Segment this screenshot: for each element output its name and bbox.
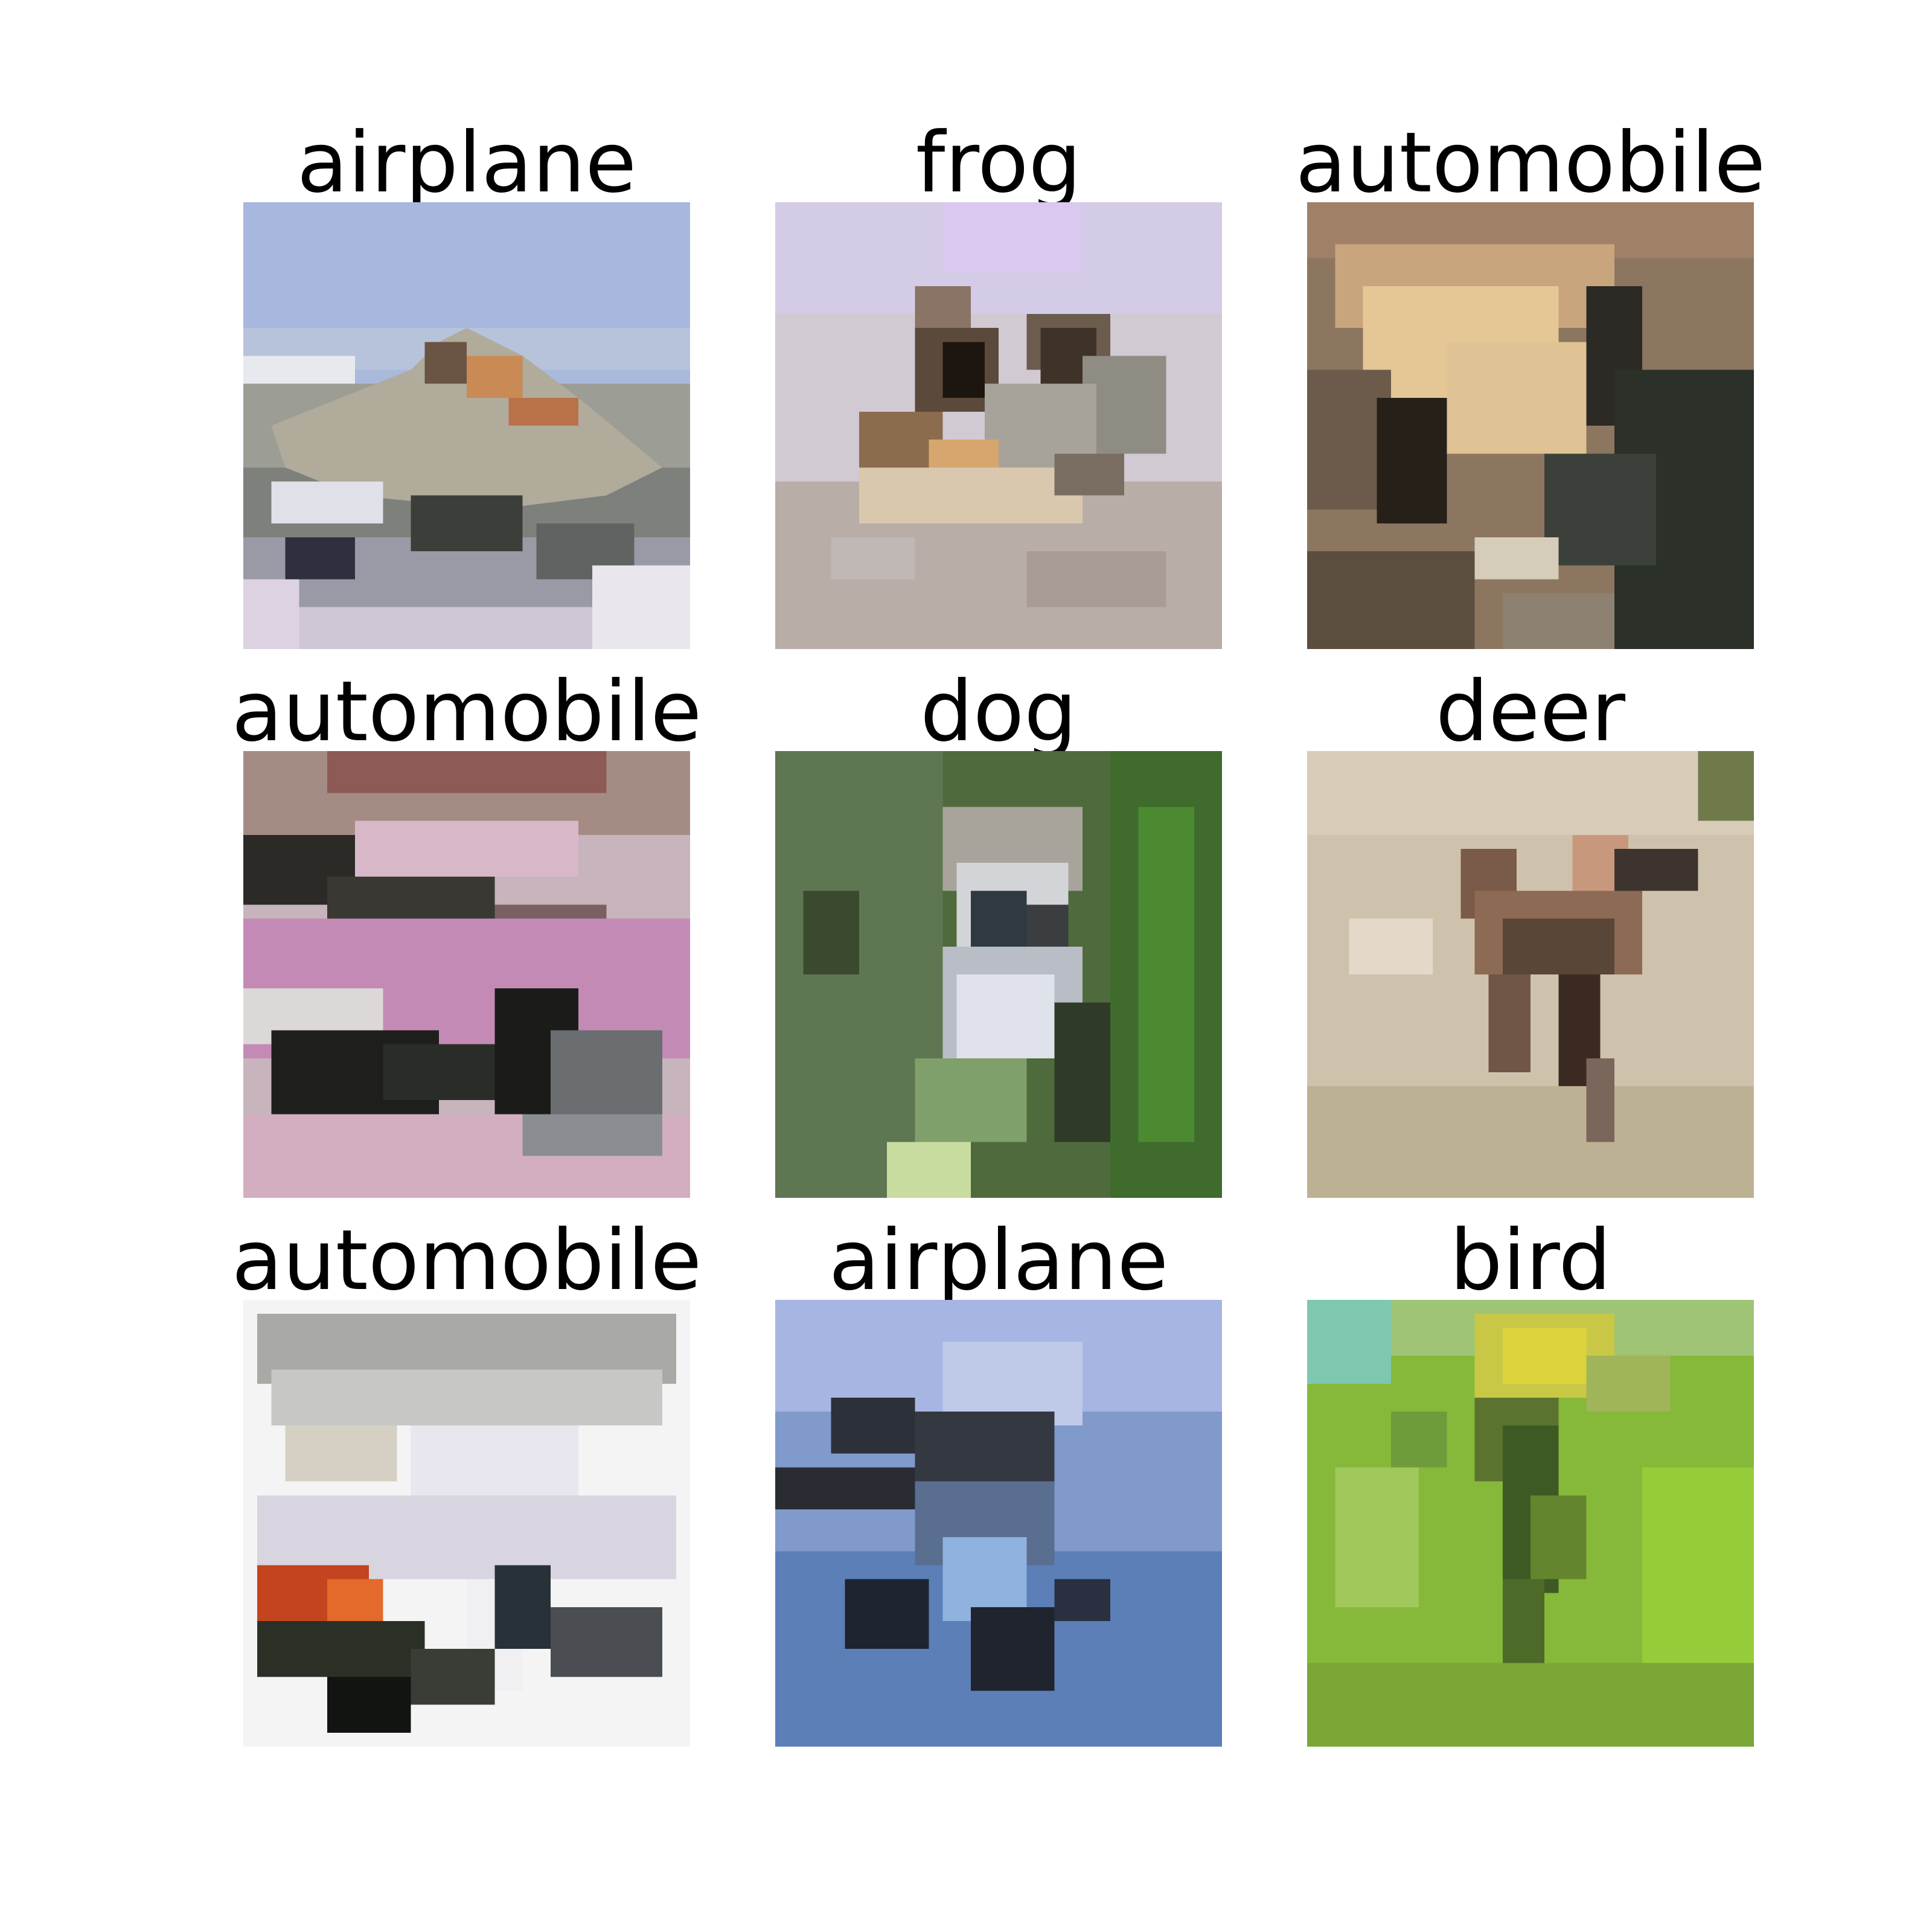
- sample-image: [1307, 1300, 1754, 1747]
- grid-cell-4: automobile: [232, 670, 702, 1198]
- dog-image: [775, 751, 1222, 1198]
- sample-image: [1307, 202, 1754, 649]
- frog-image: [775, 202, 1222, 649]
- grid-cell-6: deer: [1307, 670, 1754, 1198]
- bird-image: [1307, 1300, 1754, 1747]
- cell-title: airplane: [828, 1212, 1169, 1309]
- grid-cell-1: airplane: [243, 121, 690, 649]
- cell-title: deer: [1435, 663, 1626, 760]
- grid-cell-3: automobile: [1296, 121, 1765, 649]
- grid-cell-2: frog: [775, 121, 1222, 649]
- grid-cell-8: airplane: [775, 1219, 1222, 1747]
- cell-title: dog: [920, 663, 1077, 760]
- sample-image: [775, 202, 1222, 649]
- cell-title: frog: [915, 114, 1082, 211]
- cell-title: automobile: [231, 663, 702, 760]
- sample-image: [1307, 751, 1754, 1198]
- airplane-image: [243, 202, 690, 649]
- automobile-image: [243, 751, 690, 1198]
- deer-image: [1307, 751, 1754, 1198]
- sample-image: [243, 1300, 690, 1747]
- cell-title: automobile: [231, 1212, 702, 1309]
- automobile-image: [1307, 202, 1754, 649]
- sample-image: [775, 1300, 1222, 1747]
- airplane-image: [775, 1300, 1222, 1747]
- sample-image: [775, 751, 1222, 1198]
- grid-cell-5: dog: [775, 670, 1222, 1198]
- sample-image: [243, 202, 690, 649]
- cell-title: automobile: [1295, 114, 1766, 211]
- automobile-image: [243, 1300, 690, 1747]
- cell-title: bird: [1450, 1212, 1611, 1309]
- grid-cell-9: bird: [1307, 1219, 1754, 1747]
- sample-image: [243, 751, 690, 1198]
- cell-title: airplane: [296, 114, 637, 211]
- grid-cell-7: automobile: [232, 1219, 702, 1747]
